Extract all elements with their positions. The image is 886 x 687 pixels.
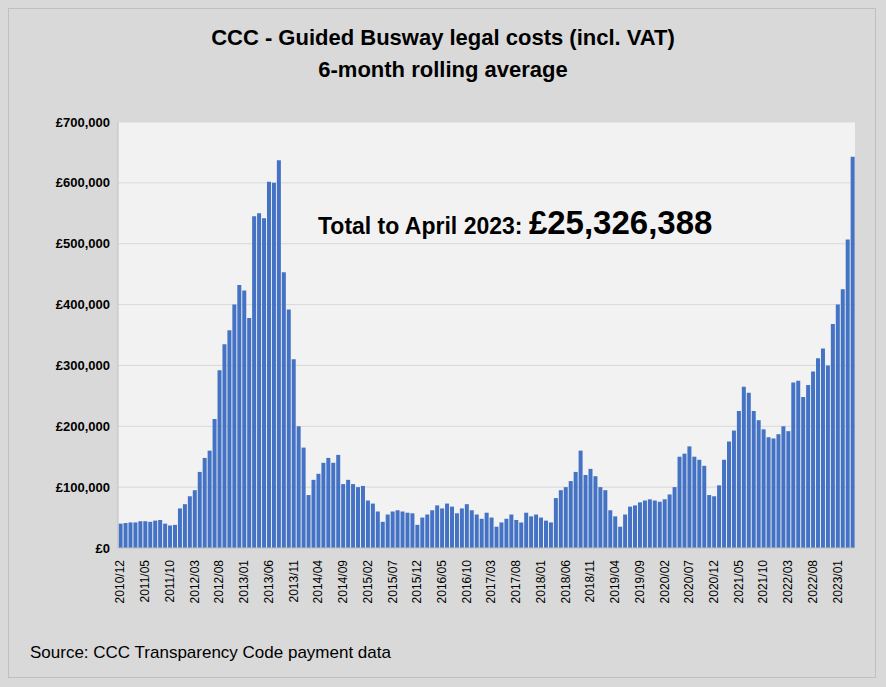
svg-text:2020/07: 2020/07 — [682, 560, 696, 604]
svg-text:£600,000: £600,000 — [56, 175, 110, 190]
svg-text:2018/01: 2018/01 — [534, 560, 548, 604]
svg-text:£0: £0 — [96, 541, 110, 556]
svg-text:2011/10: 2011/10 — [163, 560, 177, 603]
svg-text:2015/02: 2015/02 — [361, 560, 375, 604]
svg-text:2019/04: 2019/04 — [608, 560, 622, 604]
svg-text:2017/08: 2017/08 — [509, 560, 523, 604]
html-text:6-month rolling average: 6-month rolling average — [318, 57, 568, 82]
svg-text:2020/02: 2020/02 — [658, 560, 672, 604]
svg-text:2015/07: 2015/07 — [386, 560, 400, 604]
svg-text:£700,000: £700,000 — [56, 115, 110, 130]
html-text:Source: CCC Transparency Code: Source: CCC Transparency Code payment da… — [30, 643, 391, 662]
svg-text:2014/04: 2014/04 — [311, 560, 325, 604]
svg-text:£500,000: £500,000 — [56, 236, 110, 251]
svg-text:£400,000: £400,000 — [56, 297, 110, 312]
svg-text:2022/03: 2022/03 — [781, 560, 795, 604]
svg-text:2015/12: 2015/12 — [410, 560, 424, 604]
html-text:CCC - Guided Busway legal cost: CCC - Guided Busway legal costs (incl. V… — [211, 25, 675, 50]
svg-text:2013/06: 2013/06 — [262, 560, 276, 604]
svg-text:2011/05: 2011/05 — [138, 560, 152, 603]
html-text:Total to April 2023: £25,326,3: Total to April 2023: £25,326,388 — [318, 204, 713, 241]
svg-text:2020/12: 2020/12 — [707, 560, 721, 604]
svg-text:2019/09: 2019/09 — [633, 560, 647, 604]
svg-text:2012/08: 2012/08 — [212, 560, 226, 604]
svg-text:2013/01: 2013/01 — [237, 560, 251, 604]
svg-text:2018/11: 2018/11 — [583, 560, 597, 603]
svg-text:2018/06: 2018/06 — [559, 560, 573, 604]
svg-text:2021/10: 2021/10 — [756, 560, 770, 604]
svg-text:2016/10: 2016/10 — [460, 560, 474, 604]
svg-text:£300,000: £300,000 — [56, 358, 110, 373]
svg-text:2014/09: 2014/09 — [336, 560, 350, 604]
svg-text:£100,000: £100,000 — [56, 480, 110, 495]
svg-text:2023/01: 2023/01 — [831, 560, 845, 604]
svg-text:2022/08: 2022/08 — [806, 560, 820, 604]
svg-text:2017/03: 2017/03 — [484, 560, 498, 604]
svg-text:2010/12: 2010/12 — [113, 560, 127, 604]
svg-text:2021/05: 2021/05 — [732, 560, 746, 604]
svg-text:2012/03: 2012/03 — [188, 560, 202, 604]
svg-text:2016/05: 2016/05 — [435, 560, 449, 604]
svg-text:£200,000: £200,000 — [56, 419, 110, 434]
svg-text:2013/11: 2013/11 — [287, 560, 301, 603]
